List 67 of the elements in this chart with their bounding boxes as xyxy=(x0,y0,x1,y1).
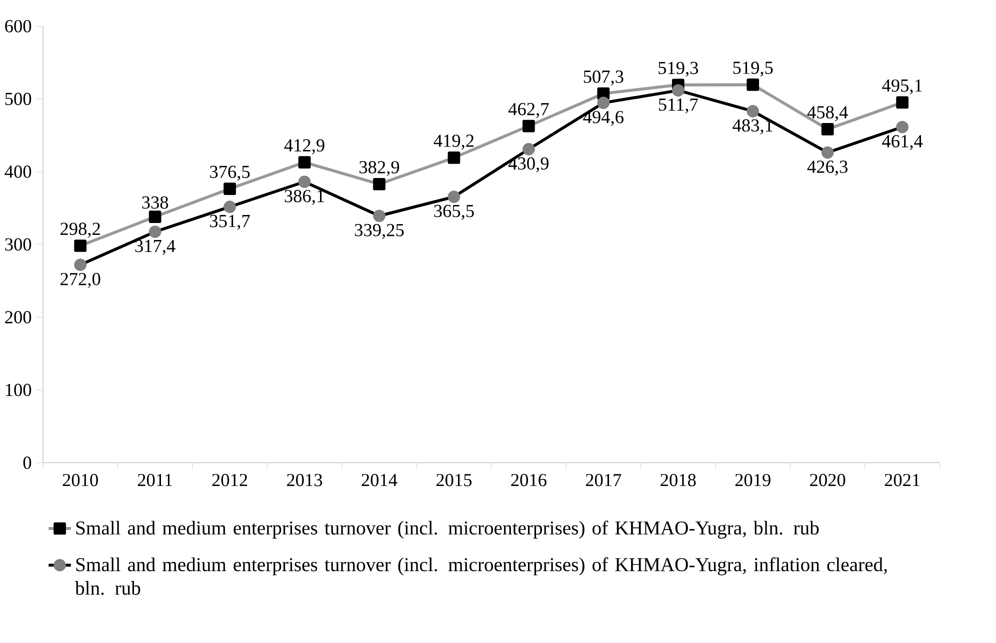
point xyxy=(448,190,460,203)
data-label: 494,6 xyxy=(583,110,624,126)
point xyxy=(148,226,162,238)
point xyxy=(148,210,162,223)
point xyxy=(298,156,311,168)
data-label: 458,4 xyxy=(807,106,848,122)
y-tick-label: 500 xyxy=(5,92,32,106)
point xyxy=(373,178,386,190)
data-label: 338 xyxy=(142,196,168,209)
data-label: 519,3 xyxy=(658,62,698,77)
data-label: 419,2 xyxy=(434,134,474,150)
x-tick-label: 2020 xyxy=(810,474,846,486)
point xyxy=(522,142,535,156)
y-tick-label: 300 xyxy=(5,238,32,251)
data-label: 351,7 xyxy=(210,214,250,230)
x-tick-label: 2014 xyxy=(362,474,398,486)
data-label: 495,1 xyxy=(882,79,922,94)
y-tick-label: 0 xyxy=(23,456,32,469)
data-label: 461,4 xyxy=(882,135,923,150)
data-label: 511,7 xyxy=(658,98,698,114)
point xyxy=(896,96,909,109)
x-tick-label: 2019 xyxy=(735,474,770,486)
point xyxy=(896,120,909,134)
x-tick-label: 2018 xyxy=(660,474,696,486)
x-tick-label: 2010 xyxy=(62,474,98,486)
point xyxy=(224,182,236,195)
data-label: 430,9 xyxy=(508,157,549,172)
legend-label: Small and medium enterprises turnover (incl. microenterprises) of KHMAO-Yugra, inflation cleared, bln. rub xyxy=(75,557,887,595)
point xyxy=(746,104,760,118)
point xyxy=(373,210,386,222)
data-label: 339,25 xyxy=(354,224,404,239)
point xyxy=(821,122,834,136)
legend-label: Small and medium enterprises turnover (incl. microenterprises) of KHMAO-Yugra, bln. rub xyxy=(76,520,819,539)
x-tick-label: 2017 xyxy=(586,474,622,486)
data-label: 426,3 xyxy=(807,160,848,176)
point xyxy=(672,84,684,97)
point xyxy=(224,200,236,213)
data-label: 365,5 xyxy=(434,204,474,220)
point xyxy=(821,146,834,159)
data-label: 298,2 xyxy=(60,222,100,238)
data-label: 317,4 xyxy=(135,240,176,255)
x-tick-label: 2015 xyxy=(436,474,472,486)
y-tick-label: 600 xyxy=(5,20,32,32)
data-label: 272,0 xyxy=(60,272,100,288)
data-label: 507,3 xyxy=(584,70,624,86)
point xyxy=(74,258,86,271)
x-tick-label: 2013 xyxy=(287,474,322,486)
x-tick-label: 2011 xyxy=(138,474,172,486)
data-label: 462,7 xyxy=(508,102,549,118)
data-label: 519,5 xyxy=(733,62,773,77)
x-tick-label: 2016 xyxy=(511,474,546,486)
data-label: 386,1 xyxy=(284,190,324,205)
x-tick-label: 2021 xyxy=(884,474,920,486)
y-tick-label: 100 xyxy=(6,384,32,396)
point xyxy=(746,78,760,91)
y-tick-label: 200 xyxy=(5,310,32,324)
point xyxy=(597,96,610,109)
data-label: 483,1 xyxy=(732,119,772,134)
point xyxy=(298,176,311,188)
point xyxy=(448,151,460,164)
data-label: 376,5 xyxy=(210,166,250,181)
data-label: 412,9 xyxy=(284,139,324,154)
y-tick-label: 400 xyxy=(4,165,32,178)
data-label: 382,9 xyxy=(360,160,400,176)
point xyxy=(74,240,86,252)
point xyxy=(522,120,535,132)
x-tick-label: 2012 xyxy=(212,474,248,486)
